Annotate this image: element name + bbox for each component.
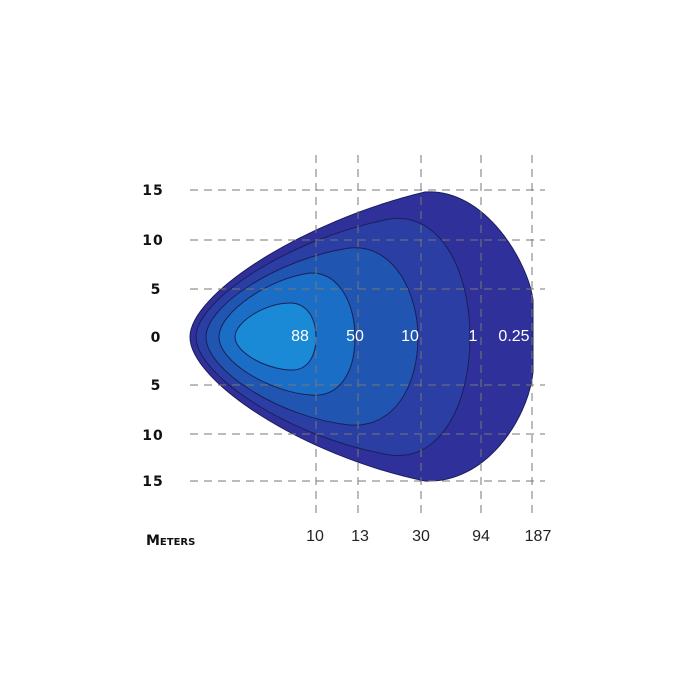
x-axis-title: Meters — [146, 533, 195, 549]
x-label: 30 — [412, 528, 430, 545]
y-label: 10 — [142, 428, 163, 444]
y-label: 5 — [151, 378, 162, 394]
contour-label: 1 — [469, 328, 478, 345]
y-label: 15 — [142, 474, 163, 490]
contour-label: 88 — [291, 328, 309, 345]
beam-pattern — [189, 191, 534, 482]
x-labels: 10 13 30 94 187 — [306, 528, 551, 545]
x-label: 94 — [472, 528, 490, 545]
contour-label: 10 — [401, 328, 419, 345]
x-label: 10 — [306, 528, 324, 545]
contour-label: 0.25 — [498, 328, 529, 345]
contour-label: 50 — [346, 328, 364, 345]
y-label: 0 — [151, 330, 162, 346]
x-label: 13 — [351, 528, 369, 545]
y-label: 15 — [142, 183, 163, 199]
x-label: 187 — [525, 528, 552, 545]
y-label: 5 — [151, 282, 162, 298]
grid — [190, 155, 545, 515]
y-labels: 15 10 5 0 5 10 15 — [142, 183, 163, 490]
contour-labels: 88 50 10 1 0.25 — [291, 328, 530, 345]
y-label: 10 — [142, 233, 163, 249]
